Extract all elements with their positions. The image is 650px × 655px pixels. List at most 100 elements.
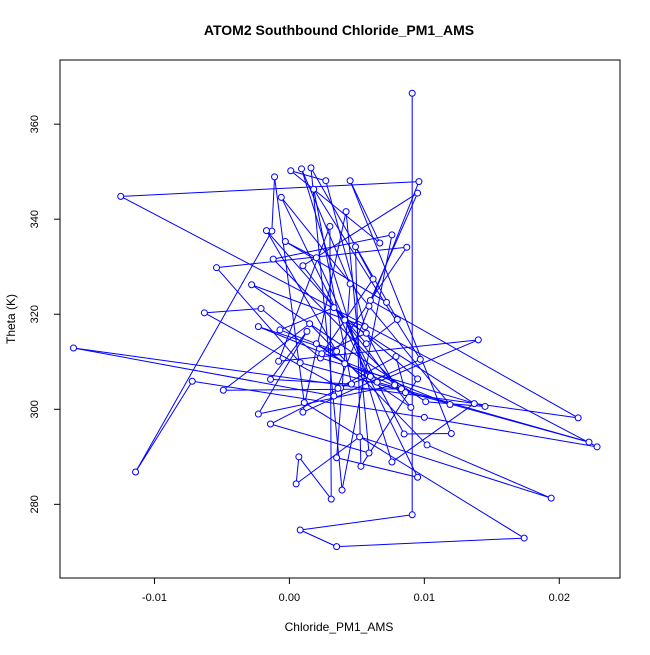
- data-point: [339, 487, 345, 493]
- data-point: [347, 281, 353, 287]
- data-point: [249, 282, 255, 288]
- data-point: [415, 376, 421, 382]
- chart-title: ATOM2 Southbound Chloride_PM1_AMS: [204, 22, 474, 38]
- data-point: [255, 411, 261, 417]
- data-point: [201, 310, 207, 316]
- data-point: [575, 415, 581, 421]
- data-point: [370, 276, 376, 282]
- data-point: [363, 341, 369, 347]
- data-point: [348, 381, 354, 387]
- data-point: [272, 174, 278, 180]
- data-point: [342, 317, 348, 323]
- data-point: [304, 328, 310, 334]
- data-point: [394, 316, 400, 322]
- data-point: [335, 385, 341, 391]
- x-axis-label: Chloride_PM1_AMS: [285, 620, 394, 634]
- data-point: [424, 442, 430, 448]
- data-point: [331, 393, 337, 399]
- data-point: [384, 299, 390, 305]
- data-point: [353, 244, 359, 250]
- data-point: [300, 263, 306, 269]
- data-point: [392, 382, 398, 388]
- data-point: [263, 228, 269, 234]
- data-point: [214, 265, 220, 271]
- data-point: [313, 341, 319, 347]
- data-point: [594, 444, 600, 450]
- data-point: [366, 303, 372, 309]
- data-point: [448, 431, 454, 437]
- data-point: [282, 239, 288, 245]
- x-tick-label: -0.01: [142, 592, 167, 604]
- data-point: [277, 327, 283, 333]
- x-tick-label: 0.02: [549, 592, 570, 604]
- data-point: [308, 165, 314, 171]
- data-point: [313, 255, 319, 261]
- data-point: [334, 348, 340, 354]
- data-point: [270, 256, 276, 262]
- data-point: [118, 193, 124, 199]
- data-point: [343, 209, 349, 215]
- data-point: [367, 297, 373, 303]
- data-point: [299, 166, 305, 172]
- data-point: [288, 168, 294, 174]
- y-tick-label: 360: [29, 115, 41, 133]
- data-point: [220, 387, 226, 393]
- data-point: [417, 356, 423, 362]
- data-point: [301, 400, 307, 406]
- data-point: [334, 455, 340, 461]
- data-point: [548, 495, 554, 501]
- data-point: [255, 324, 261, 330]
- data-point: [278, 194, 284, 200]
- data-point: [293, 481, 299, 487]
- data-point: [297, 360, 303, 366]
- data-point: [342, 361, 348, 367]
- data-point: [389, 459, 395, 465]
- data-point: [421, 414, 427, 420]
- y-tick-label: 300: [29, 400, 41, 418]
- data-point: [268, 421, 274, 427]
- data-point: [328, 496, 334, 502]
- data-point: [331, 305, 337, 311]
- data-point: [133, 469, 139, 475]
- data-point: [362, 324, 368, 330]
- data-point: [367, 374, 373, 380]
- data-point: [409, 90, 415, 96]
- data-point: [404, 244, 410, 250]
- data-point: [258, 306, 264, 312]
- data-point: [327, 223, 333, 229]
- data-point: [70, 345, 76, 351]
- data-point: [363, 330, 369, 336]
- data-point: [323, 178, 329, 184]
- data-point: [389, 232, 395, 238]
- data-point: [377, 240, 383, 246]
- data-point: [358, 463, 364, 469]
- y-axis-label: Theta (K): [4, 294, 18, 344]
- data-point: [415, 190, 421, 196]
- data-point: [268, 376, 274, 382]
- data-point: [319, 351, 325, 357]
- y-tick-label: 340: [29, 210, 41, 228]
- data-point: [300, 409, 306, 415]
- data-point: [423, 399, 429, 405]
- data-point: [347, 178, 353, 184]
- data-point: [482, 403, 488, 409]
- data-point: [296, 454, 302, 460]
- data-point: [402, 390, 408, 396]
- data-point: [297, 527, 303, 533]
- x-tick-label: 0.01: [414, 592, 435, 604]
- data-point: [307, 321, 313, 327]
- data-point: [366, 450, 372, 456]
- data-point: [447, 402, 453, 408]
- data-point: [393, 354, 399, 360]
- data-point: [415, 474, 421, 480]
- y-tick-label: 320: [29, 305, 41, 323]
- data-point: [471, 401, 477, 407]
- data-point: [408, 404, 414, 410]
- data-point: [334, 544, 340, 550]
- data-point: [357, 434, 363, 440]
- data-point: [521, 535, 527, 541]
- data-point: [311, 186, 317, 192]
